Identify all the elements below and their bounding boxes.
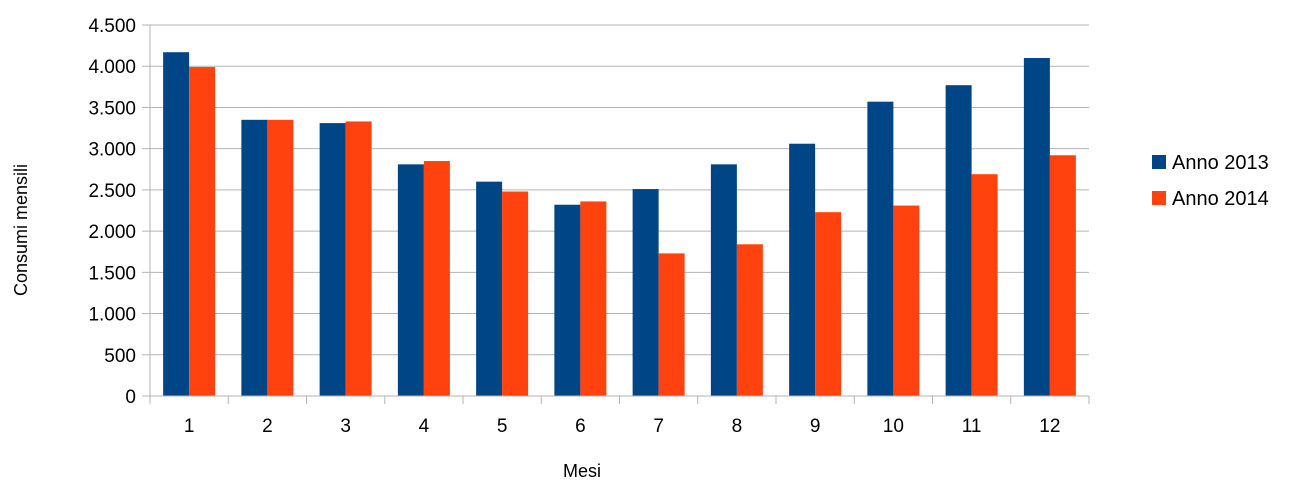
bars — [163, 52, 1076, 397]
bar — [736, 244, 763, 396]
x-tick-label: 4 — [419, 416, 430, 437]
x-tick-label: 3 — [340, 416, 351, 437]
axes — [142, 24, 1090, 404]
y-tick-label: 3.500 — [88, 98, 136, 119]
legend-label: Anno 2014 — [1172, 188, 1269, 210]
y-tick-label: 3.000 — [88, 140, 136, 161]
legend: Anno 2013 Anno 2014 — [1152, 152, 1269, 210]
bar — [397, 164, 424, 396]
y-axis-title: Consumi mensili — [11, 164, 31, 296]
bar — [815, 212, 842, 396]
y-tick-label: 4.000 — [88, 57, 136, 78]
x-tick-label: 2 — [262, 416, 273, 437]
x-tick-label: 11 — [962, 416, 982, 437]
y-tick-labels: 0 500 1.000 1.500 2.000 2.500 3.000 3.500 4.000 4… — [88, 16, 136, 408]
y-tick-label: 2.000 — [88, 222, 136, 243]
y-tick-label: 0 — [125, 387, 136, 408]
y-tick-label: 2.500 — [88, 181, 136, 202]
bar — [1023, 57, 1050, 396]
x-tick-label: 10 — [883, 416, 904, 437]
bar — [971, 174, 998, 396]
bar — [345, 121, 372, 397]
x-tick-label: 6 — [575, 416, 586, 437]
bar — [710, 164, 737, 396]
x-tick-label: 8 — [732, 416, 743, 437]
bar — [267, 119, 294, 397]
bar — [893, 205, 920, 396]
x-tick-labels: 1 2 3 4 5 6 7 8 9 10 11 12 — [184, 416, 1061, 437]
x-axis-title: Mesi — [563, 461, 601, 481]
bar — [658, 253, 685, 396]
x-tick-label: 9 — [810, 416, 821, 437]
y-tick-label: 500 — [104, 346, 136, 367]
bar — [163, 52, 190, 396]
x-tick-label: 12 — [1039, 416, 1060, 437]
bar — [867, 101, 894, 396]
bar — [580, 201, 607, 396]
x-tick-label: 5 — [497, 416, 508, 437]
bar — [632, 189, 659, 396]
y-tick-label: 4.500 — [88, 16, 136, 37]
y-tick-label: 1.500 — [88, 263, 136, 284]
legend-swatch — [1152, 191, 1166, 205]
bar — [945, 85, 972, 396]
bar — [554, 204, 581, 396]
x-tick-label: 7 — [653, 416, 664, 437]
bar — [476, 181, 503, 396]
gridlines — [150, 24, 1089, 356]
bar — [1049, 155, 1076, 396]
bar — [423, 161, 450, 396]
bar — [789, 143, 816, 396]
x-tick-label: 1 — [184, 416, 195, 437]
bar — [502, 191, 529, 396]
y-tick-label: 1.000 — [88, 305, 136, 326]
legend-swatch — [1152, 155, 1166, 169]
bar — [319, 123, 346, 396]
legend-label: Anno 2013 — [1172, 152, 1269, 174]
bar — [241, 119, 268, 397]
bar — [189, 67, 216, 397]
